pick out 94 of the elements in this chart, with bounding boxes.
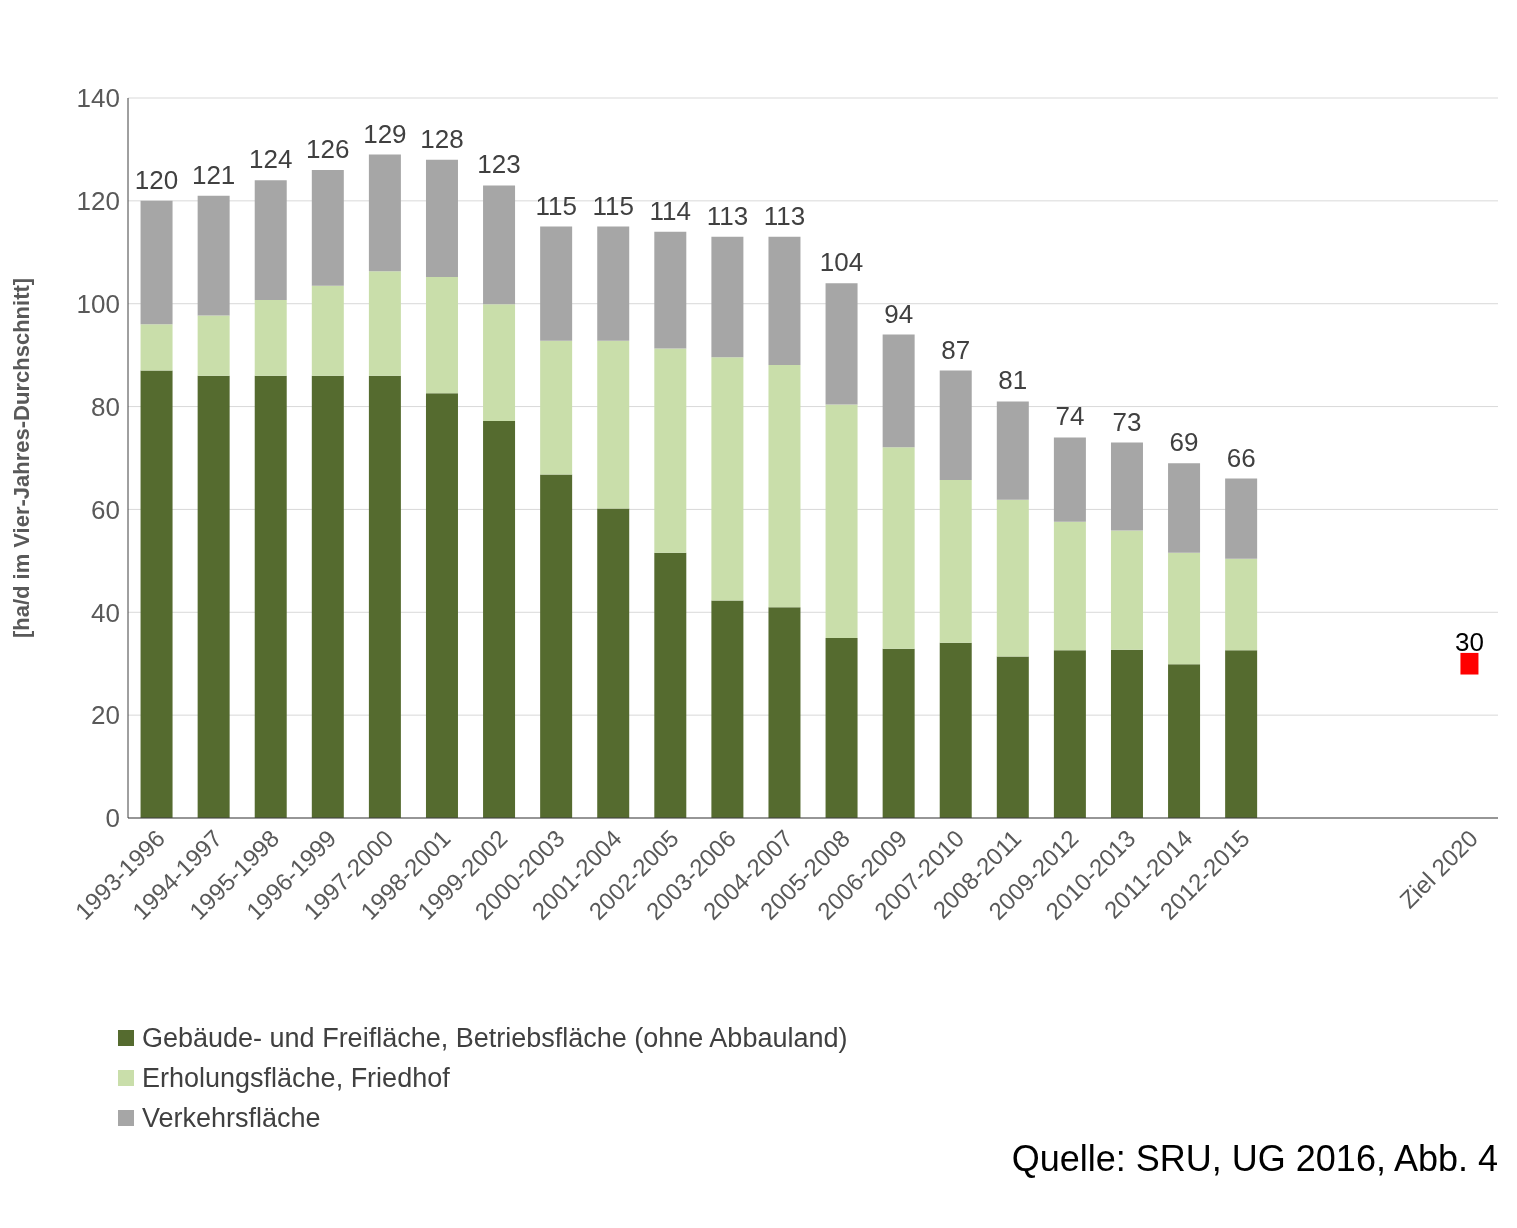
bar <box>711 357 744 601</box>
total-label: 104 <box>819 247 864 278</box>
bar <box>1110 649 1143 818</box>
bar <box>996 401 1029 500</box>
legend-label: Erholungsfläche, Friedhof <box>142 1062 450 1094</box>
total-label: 115 <box>535 190 577 221</box>
bar <box>483 185 516 305</box>
bar <box>540 340 573 475</box>
total-label: 129 <box>363 118 407 149</box>
bar <box>540 226 573 341</box>
bar <box>825 283 858 405</box>
y-tick-label: 80 <box>91 391 120 422</box>
bar <box>825 404 858 638</box>
total-label: 94 <box>884 298 914 329</box>
total-label: 120 <box>134 164 179 195</box>
y-tick-label: 60 <box>91 494 120 525</box>
bar <box>996 656 1029 818</box>
bar <box>311 375 344 818</box>
y-axis-title: [ha/d im Vier-Jahres-Durchschnitt] <box>8 277 34 639</box>
bar <box>368 154 401 272</box>
bar <box>939 642 972 818</box>
total-label: 121 <box>191 159 236 190</box>
bar <box>1225 558 1258 651</box>
bar <box>197 195 230 316</box>
bar <box>882 447 915 649</box>
bar <box>425 393 458 818</box>
total-label: 113 <box>763 200 806 231</box>
bar <box>311 285 344 376</box>
bar <box>654 348 687 553</box>
bar <box>1225 478 1258 559</box>
bar <box>1225 650 1258 818</box>
bar <box>425 159 458 277</box>
total-label: 87 <box>941 334 971 365</box>
bar <box>711 236 744 358</box>
total-label: 114 <box>649 195 692 226</box>
source-note: Quelle: SRU, UG 2016, Abb. 4 <box>1010 1138 1499 1180</box>
total-label: 126 <box>306 134 350 164</box>
bar <box>254 180 287 301</box>
bar <box>483 420 516 818</box>
y-tick-label: 120 <box>76 186 120 217</box>
bar <box>654 552 687 818</box>
bar <box>825 638 858 818</box>
bar <box>311 170 344 286</box>
bar <box>1110 442 1143 531</box>
data-label: 30 <box>1455 627 1484 658</box>
bar <box>1053 650 1086 818</box>
bar <box>1168 552 1201 665</box>
y-tick-label: 20 <box>91 700 120 731</box>
bar <box>368 271 401 376</box>
total-label: 128 <box>420 123 464 154</box>
total-label: 73 <box>1112 406 1142 437</box>
total-label: 124 <box>249 144 293 175</box>
bar <box>939 480 972 643</box>
bar <box>882 648 915 818</box>
legend-label: Verkehrsfläche <box>142 1102 321 1134</box>
total-label: 81 <box>998 365 1028 396</box>
total-label: 74 <box>1055 401 1085 432</box>
bar <box>1110 530 1143 650</box>
bar <box>882 334 915 448</box>
bar <box>996 499 1029 657</box>
bar <box>1168 463 1201 553</box>
bar <box>1053 437 1086 522</box>
total-label: 66 <box>1226 442 1256 473</box>
y-tick-label: 0 <box>105 803 120 834</box>
bar <box>597 508 630 818</box>
bar <box>425 276 458 394</box>
bar <box>140 200 173 325</box>
total-label: 123 <box>477 149 521 180</box>
bar <box>1053 521 1086 651</box>
bar <box>768 607 801 818</box>
bar <box>597 226 630 341</box>
total-label: 69 <box>1169 427 1199 458</box>
bar <box>654 231 687 349</box>
bar <box>140 370 173 818</box>
bar <box>483 304 516 421</box>
bar <box>711 600 744 818</box>
bar <box>768 364 801 608</box>
bar <box>254 300 287 376</box>
y-tick-label: 140 <box>76 83 120 114</box>
legend-label: Gebäude- und Freifläche, Betriebsfläche (ohne Abbauland) <box>142 1022 848 1054</box>
y-tick-label: 40 <box>91 597 120 628</box>
bar <box>540 474 573 818</box>
bar <box>254 375 287 818</box>
bar <box>368 375 401 818</box>
total-label: 113 <box>706 200 749 231</box>
bar <box>197 315 230 376</box>
bar <box>768 236 801 365</box>
bar <box>140 324 173 371</box>
y-tick-label: 100 <box>76 288 120 319</box>
bar <box>1168 664 1201 818</box>
bar <box>597 340 630 509</box>
total-label: 115 <box>592 190 634 221</box>
bar <box>939 370 972 481</box>
bar <box>197 375 230 818</box>
